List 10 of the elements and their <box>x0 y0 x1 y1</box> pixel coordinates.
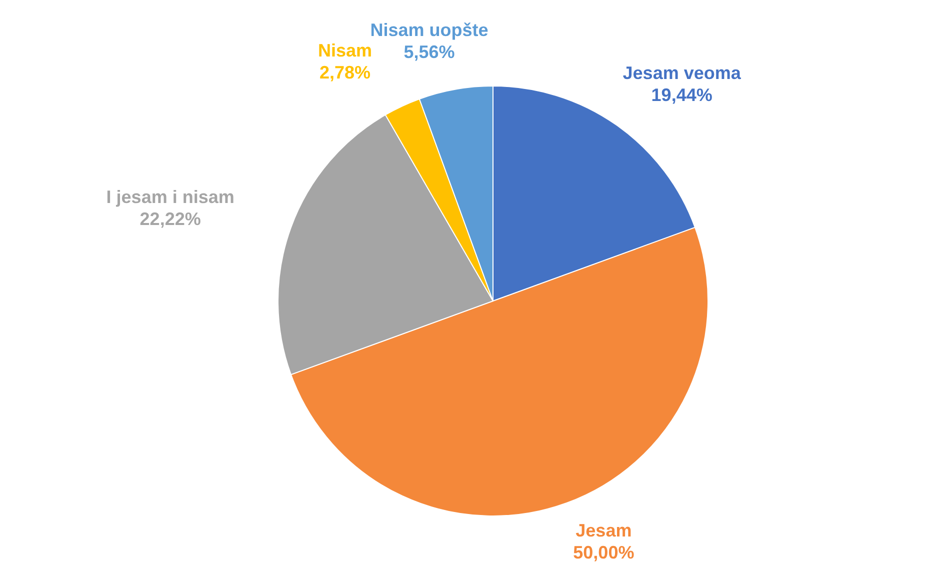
data-label: 5,56% <box>404 42 455 62</box>
slice-label: Jesam veoma <box>622 63 742 83</box>
data-label: 50,00% <box>573 542 634 562</box>
slice-label: Nisam <box>318 40 372 60</box>
slice-label: Nisam uopšte <box>370 20 488 40</box>
data-label: 22,22% <box>140 209 201 230</box>
data-label: 19,44% <box>651 85 712 105</box>
data-label: 2,78% <box>320 62 371 82</box>
slice-label: Jesam <box>576 520 632 540</box>
slice-label: I jesam i nisam <box>106 187 234 208</box>
